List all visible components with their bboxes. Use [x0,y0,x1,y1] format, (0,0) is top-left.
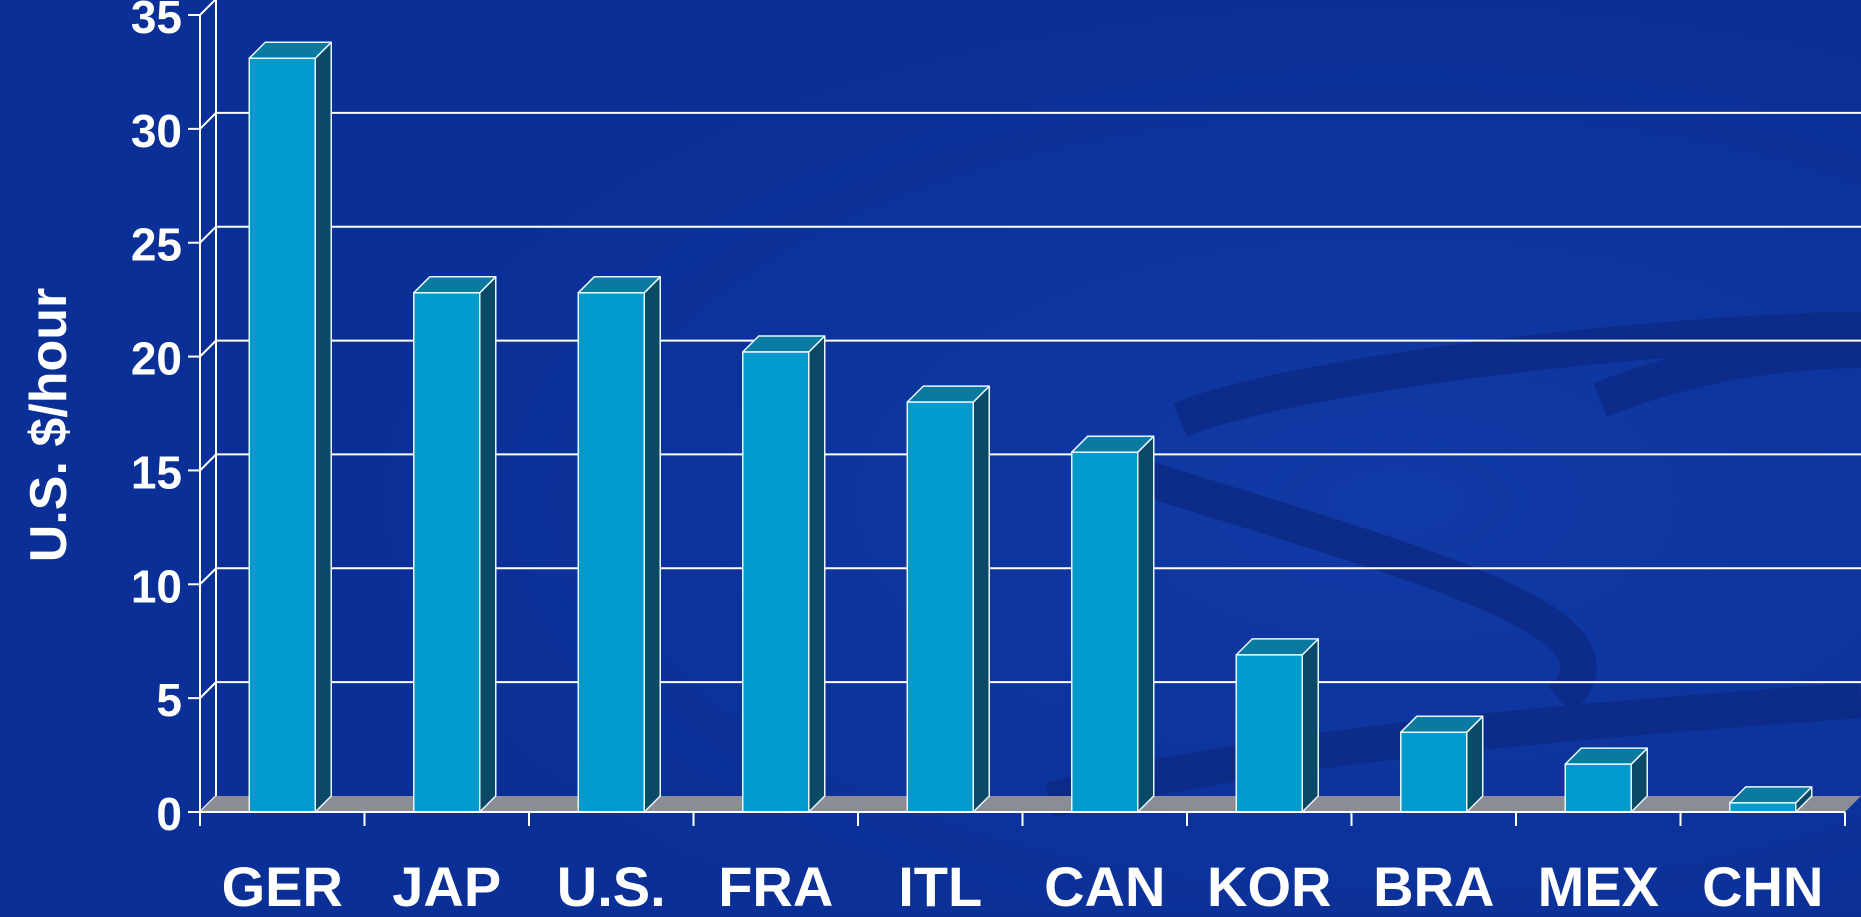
x-tick-label: KOR [1207,855,1331,912]
bar [1071,435,1155,813]
x-tick-label: ITL [898,855,982,912]
wall-tick [199,339,217,358]
x-tick-label: FRA [718,855,833,912]
bar [1729,786,1813,813]
x-tick-label: BRA [1373,855,1494,912]
y-tick-label: 0 [156,788,182,840]
wall-tick [199,567,217,585]
x-tick-labels: GER JAP U.S. FRA ITL CAN KOR BRA MEX CHN [222,855,1824,917]
bar-front-face [248,57,316,813]
bar [248,41,332,813]
bar-side-face [808,335,826,813]
x-tick-label: GER [222,855,343,912]
bar-front-face [1564,763,1632,813]
y-tick-label: 10 [131,560,182,612]
x-tick-label: CAN [1044,855,1165,912]
axes [188,14,1846,826]
bar-front-face [742,351,810,813]
bar-front-face [906,401,974,813]
bar-side-face [1137,435,1155,813]
bar [413,276,497,813]
wall-tick [199,453,217,472]
wall-tick [199,681,217,699]
x-tick-label: MEX [1538,855,1659,912]
wall-tick [199,0,217,16]
x-tick-label: CHN [1702,855,1823,912]
bar-front-face [413,292,481,813]
bar [577,276,661,813]
x-tick-label: U.S. [557,855,666,912]
bar-front-face [1071,451,1139,813]
y-tick-label: 20 [131,333,182,385]
bar-front-face [1400,731,1468,813]
bar [906,385,990,813]
bar [1400,715,1484,813]
bar [742,335,826,813]
bars [248,41,1813,813]
y-axis-label: U.S. $/hour [20,288,78,562]
x-tick-label: JAP [392,855,501,912]
y-tick-label: 25 [131,219,182,271]
y-tick-label: 30 [131,105,182,157]
y-tick-labels: 0 5 10 15 20 25 30 35 [131,0,182,840]
bar-front-face [577,292,645,813]
bar-front-face [1235,654,1303,813]
bar-side-face [314,41,332,813]
bar-side-face [972,385,990,813]
y-tick-label: 35 [131,0,182,43]
wall-tick [199,112,217,130]
bar [1235,638,1319,813]
bar-side-face [643,276,661,813]
bar-side-face [479,276,497,813]
bar-side-face [1301,638,1319,813]
y-tick-label: 5 [156,674,182,726]
y-tick-label: 15 [131,446,182,498]
bar [1564,747,1648,813]
bar-front-face [1729,802,1797,813]
wall-tick [199,226,217,244]
